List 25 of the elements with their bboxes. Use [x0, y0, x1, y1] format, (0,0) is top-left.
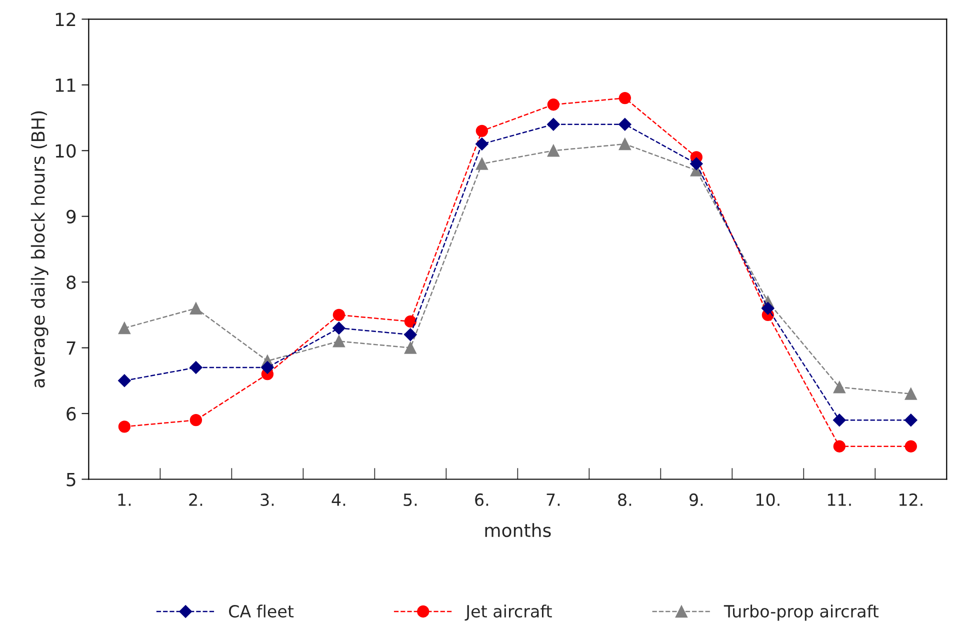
x-tick-label: 12.: [899, 493, 922, 506]
legend-label: CA fleet: [229, 604, 294, 618]
x-tick-label: 7.: [546, 494, 560, 506]
x-tick-label: 10.: [756, 493, 780, 506]
y-tick-label: 5: [66, 472, 76, 486]
x-tick-label: 8.: [618, 493, 632, 506]
y-tick-label: 10: [56, 144, 76, 158]
x-tick-label: 1.: [118, 494, 131, 506]
y-tick-label: 9: [66, 210, 76, 224]
x-tick-label: 6.: [475, 493, 488, 506]
x-axis-title: months: [485, 523, 551, 538]
y-axis-title: average daily block hours (BH): [30, 111, 48, 388]
x-tick-label: 4.: [332, 494, 346, 506]
y-tick-label: 7: [66, 341, 76, 355]
legend-label: Turbo-prop aircraft: [724, 604, 879, 621]
y-tick-label: 12: [56, 12, 76, 26]
legend-label: Jet aircraft: [464, 604, 552, 621]
y-tick-label: 6: [66, 406, 76, 421]
x-tick-label: 11.: [828, 494, 851, 506]
y-tick-label: 8: [66, 276, 76, 290]
x-tick-label: 2.: [189, 493, 202, 506]
x-tick-label: 9.: [690, 493, 703, 506]
y-tick-label: 11: [56, 78, 76, 92]
x-tick-label: 3.: [260, 493, 274, 506]
x-tick-label: 5.: [404, 494, 417, 506]
